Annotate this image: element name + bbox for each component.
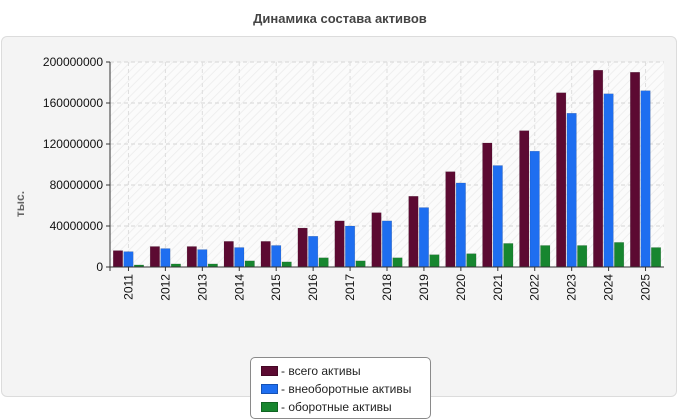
bar-2011-series-1 <box>112 250 123 268</box>
bar-2022-series-3 <box>540 245 551 268</box>
legend-swatch <box>261 402 278 412</box>
bar-2014-series-2 <box>234 247 245 268</box>
bar-2011-series-2 <box>123 251 134 268</box>
x-tick-label: 2012 <box>158 274 172 301</box>
bar-chart: 0 40000000 80000000 120000000 160000000 20000… <box>13 55 664 301</box>
x-tick-labels: 2011 2012 2013 2014 2015 2016 2017 2018 2019 2020… <box>121 274 652 301</box>
legend-label: - всего активы <box>281 364 361 378</box>
bar-2021-series-1 <box>482 142 493 268</box>
bar-2023-series-3 <box>577 245 588 268</box>
legend-item: - внеоборотные активы <box>261 380 430 398</box>
bar-2012-series-1 <box>149 246 160 268</box>
y-tick-label: 160000000 <box>43 96 103 110</box>
axes <box>106 61 664 271</box>
x-tick-label: 2018 <box>380 274 394 301</box>
bar-2020-series-3 <box>466 253 477 268</box>
chart-panel: 0 40000000 80000000 120000000 160000000 20000… <box>1 36 677 419</box>
y-tick-label: 0 <box>96 260 103 274</box>
x-tick-label: 2011 <box>121 274 135 300</box>
bar-2021-series-3 <box>503 243 514 268</box>
bar-2025-series-3 <box>651 247 662 268</box>
bar-2014-series-3 <box>244 260 255 268</box>
legend-swatch <box>261 384 278 394</box>
bar-2015-series-1 <box>260 241 271 268</box>
bar-2025-series-2 <box>640 90 651 268</box>
bar-2018-series-3 <box>392 257 403 268</box>
bar-2015-series-3 <box>281 261 292 268</box>
x-tick-label: 2022 <box>528 274 542 301</box>
legend-label: - внеоборотные активы <box>281 382 412 396</box>
x-tick-label: 2025 <box>639 274 653 301</box>
bar-2016-series-3 <box>318 257 329 268</box>
y-tick-label: 80000000 <box>50 178 104 192</box>
x-tick-label: 2021 <box>491 274 505 301</box>
x-tick-label: 2023 <box>565 274 579 301</box>
chart-title: Динамика состава активов <box>253 11 427 26</box>
x-tick-label: 2017 <box>343 274 357 301</box>
bar-2022-series-2 <box>529 150 540 268</box>
bar-2017-series-3 <box>355 260 366 268</box>
bar-2020-series-1 <box>445 171 456 268</box>
bar-2023-series-2 <box>566 113 577 268</box>
y-tick-labels: 0 40000000 80000000 120000000 160000000 20000… <box>43 55 103 274</box>
x-tick-label: 2020 <box>454 274 468 301</box>
legend: - всего активы - внеоборотные активы - обо… <box>250 357 431 419</box>
bar-2024-series-2 <box>603 93 614 268</box>
bar-2016-series-2 <box>308 236 319 268</box>
x-tick-label: 2013 <box>195 274 209 301</box>
x-tick-label: 2019 <box>417 274 431 301</box>
bar-2023-series-1 <box>556 92 567 268</box>
bar-2014-series-1 <box>223 241 234 268</box>
bar-2020-series-2 <box>455 182 466 268</box>
legend-item: - оборотные активы <box>261 398 430 416</box>
bar-2025-series-1 <box>630 72 641 268</box>
bar-2016-series-1 <box>297 227 308 268</box>
x-tick-label: 2016 <box>306 274 320 301</box>
bar-2017-series-2 <box>345 225 356 268</box>
x-tick-label: 2024 <box>602 274 616 301</box>
bar-2013-series-2 <box>197 249 208 268</box>
y-tick-label: 40000000 <box>50 219 104 233</box>
x-tick-label: 2015 <box>269 274 283 301</box>
y-tick-label: 200000000 <box>43 55 103 69</box>
bar-2019-series-3 <box>429 254 440 268</box>
y-tick-label: 120000000 <box>43 137 103 151</box>
bar-2017-series-1 <box>334 220 345 268</box>
bar-2019-series-2 <box>418 207 429 268</box>
y-axis-label: тыс. <box>13 191 27 217</box>
legend-item: - всего активы <box>261 362 430 380</box>
bar-2015-series-2 <box>271 245 282 268</box>
bar-2024-series-3 <box>614 242 625 268</box>
bar-2018-series-2 <box>382 220 392 268</box>
legend-swatch <box>261 366 278 376</box>
bar-2013-series-1 <box>186 246 197 268</box>
x-tick-label: 2014 <box>232 274 246 301</box>
bar-2012-series-2 <box>160 248 171 268</box>
legend-label: - оборотные активы <box>281 400 392 414</box>
bar-2019-series-1 <box>408 196 419 268</box>
bar-2018-series-1 <box>371 212 382 268</box>
bar-2024-series-1 <box>593 69 604 268</box>
bars <box>112 69 662 268</box>
bar-2021-series-2 <box>492 165 503 268</box>
bar-2022-series-1 <box>519 130 530 268</box>
